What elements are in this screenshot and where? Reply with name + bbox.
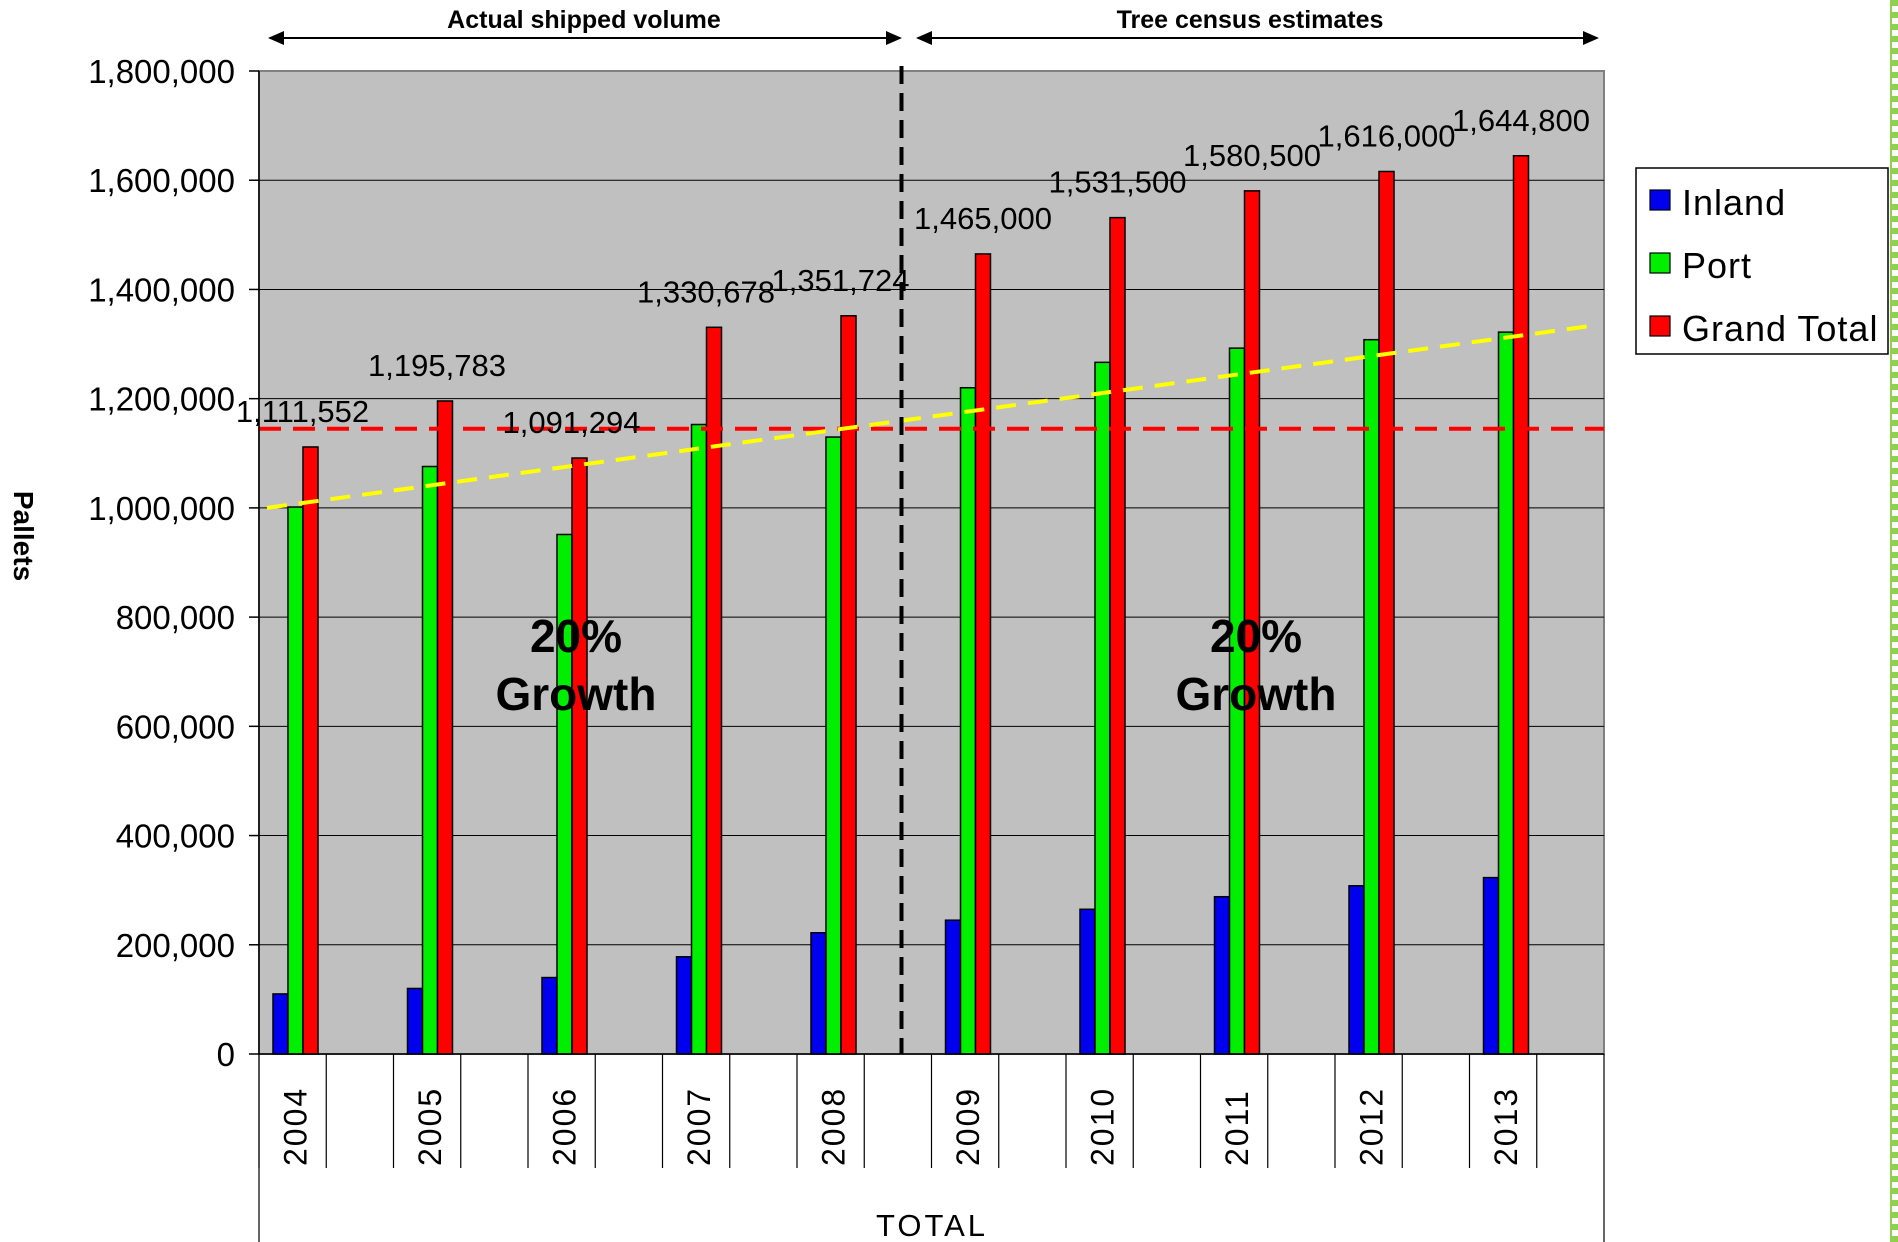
bar-port [1363, 338, 1380, 1055]
bar-port [690, 423, 708, 1055]
bar-grand-total [1109, 216, 1126, 1055]
bar-grand-total [1512, 155, 1530, 1055]
x-category-label: 2013 [1488, 1087, 1524, 1166]
overlay-lines [259, 66, 1604, 1054]
section-header-label: Tree census estimates [1117, 6, 1384, 34]
legend: Inland Port Grand Total [1635, 167, 1889, 355]
y-tick-label: 0 [217, 1036, 235, 1073]
data-label-total: 1,580,500 [1183, 138, 1321, 173]
bar-inland [944, 919, 962, 1055]
legend-label-port: Port [1682, 245, 1752, 286]
legend-swatch-inland [1649, 189, 1671, 211]
legend-swatch-grand-total [1649, 315, 1671, 337]
bar-inland [1213, 895, 1231, 1055]
bar-inland [810, 932, 827, 1055]
section-header-estimates: Tree census estimates [916, 6, 1599, 45]
bar-grand-total [705, 326, 723, 1055]
legend-box [1635, 167, 1889, 355]
data-label-total: 1,330,678 [637, 274, 775, 309]
bar-port [1094, 361, 1111, 1055]
bar-port [825, 436, 842, 1055]
page-edge-decoration [1890, 0, 1898, 1242]
x-category-label: 2012 [1354, 1087, 1390, 1166]
section-header-actual: Actual shipped volume [268, 6, 902, 45]
bar-grand-total [436, 400, 454, 1055]
x-axis-title: TOTAL [876, 1208, 988, 1242]
x-category-label: 2009 [950, 1087, 986, 1166]
y-tick-label: 1,800,000 [88, 53, 235, 90]
y-tick-label: 1,600,000 [88, 162, 235, 199]
legend-label-inland: Inland [1682, 182, 1786, 223]
x-category-label: 2010 [1085, 1087, 1121, 1166]
y-tick-label: 1,400,000 [88, 271, 235, 308]
bar-inland [1079, 908, 1096, 1055]
growth-annotation-word: Growth [496, 668, 657, 720]
bar-port [959, 386, 977, 1055]
bars [272, 155, 1530, 1055]
arrow-left-icon [916, 31, 932, 45]
axes: 0 200,000 400,000 600,000 800,000 1,000,000 1,… [88, 53, 1605, 1242]
growth-annotation-word: Growth [1176, 668, 1337, 720]
bar-grand-total [974, 253, 992, 1055]
bar-inland [675, 956, 693, 1055]
data-label-total: 1,616,000 [1318, 118, 1456, 153]
growth-annotation-percent: 20% [530, 610, 622, 662]
y-tick-label: 600,000 [116, 708, 235, 745]
y-axis-title: Pallets [8, 491, 39, 581]
y-tick-label: 200,000 [116, 927, 235, 964]
arrow-left-icon [268, 31, 284, 45]
data-label-total: 1,195,783 [368, 348, 506, 383]
bar-grand-total [302, 446, 319, 1055]
growth-annotation-right: 20% Growth [1176, 610, 1337, 720]
section-header-label: Actual shipped volume [447, 6, 721, 34]
bar-inland [1348, 885, 1365, 1055]
y-tick-label: 1,200,000 [88, 381, 235, 418]
data-label-total: 1,465,000 [914, 201, 1052, 236]
data-label-total: 1,091,294 [503, 405, 641, 440]
arrow-right-icon [1583, 31, 1599, 45]
bar-inland [541, 976, 558, 1055]
bar-inland [272, 993, 289, 1055]
y-tick-label: 400,000 [116, 818, 235, 855]
growth-annotation-percent: 20% [1210, 610, 1302, 662]
bar-port [1497, 331, 1515, 1055]
data-label-total: 1,351,724 [772, 263, 910, 298]
bar-inland [1482, 876, 1500, 1055]
legend-label-grand-total: Grand Total [1682, 308, 1878, 349]
data-label-total: 1,531,500 [1049, 165, 1187, 200]
data-label-total: 1,111,552 [236, 394, 369, 429]
x-category-label: 2004 [278, 1087, 314, 1166]
data-label-total: 1,644,800 [1452, 103, 1590, 138]
x-category-label: 2007 [681, 1087, 717, 1166]
x-category-label: 2008 [816, 1087, 852, 1166]
x-category-label: 2006 [547, 1087, 583, 1166]
arrow-right-icon [886, 31, 902, 45]
x-category-label: 2011 [1219, 1089, 1255, 1166]
y-tick-label: 1,000,000 [88, 490, 235, 527]
x-category-label: 2005 [412, 1087, 448, 1166]
bar-grand-total [571, 457, 588, 1055]
bar-port [421, 465, 439, 1055]
y-tick-label: 800,000 [116, 599, 235, 636]
growth-annotation-left: 20% Growth [496, 610, 657, 720]
bar-port [287, 506, 304, 1055]
bar-grand-total [1378, 170, 1395, 1055]
legend-swatch-port [1649, 252, 1671, 274]
bar-inland [406, 987, 424, 1055]
data-labels: 1,111,552 1,195,783 1,091,294 1,330,6781,35… [236, 103, 1590, 440]
